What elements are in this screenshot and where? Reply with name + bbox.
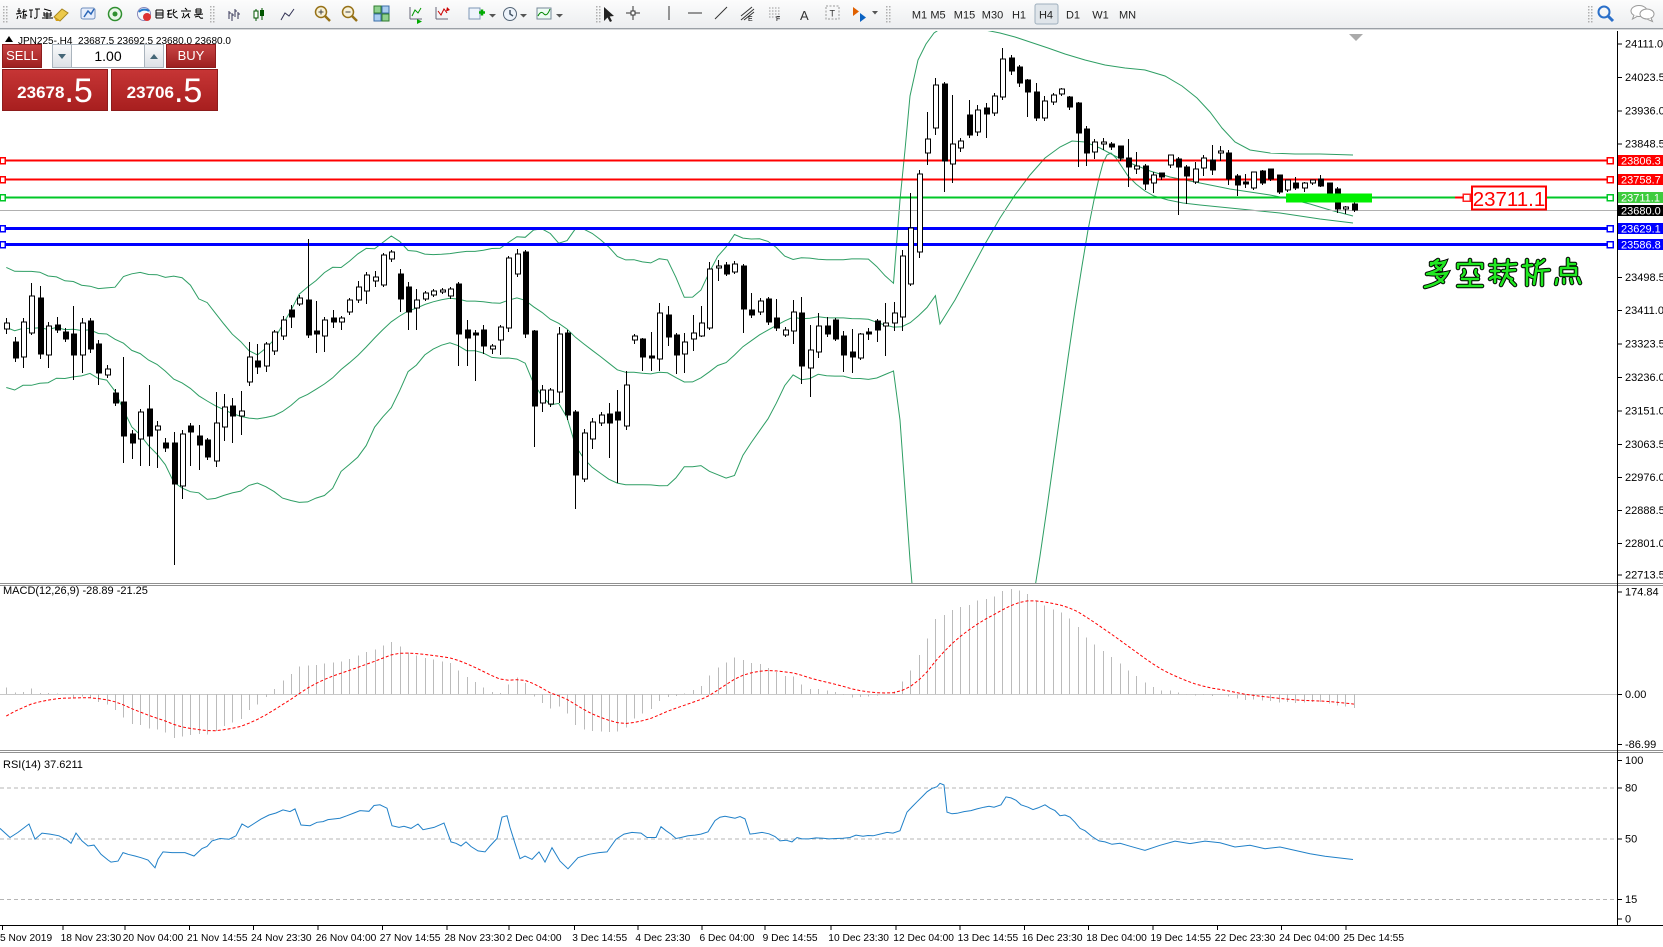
svg-text:H1: H1: [1012, 10, 1026, 22]
svg-text:9 Dec 14:55: 9 Dec 14:55: [763, 933, 818, 944]
svg-text:A: A: [800, 8, 809, 23]
svg-text:28 Nov 23:30: 28 Nov 23:30: [444, 933, 505, 944]
svg-text:22 Dec 23:30: 22 Dec 23:30: [1215, 933, 1276, 944]
svg-text:26 Nov 04:00: 26 Nov 04:00: [316, 933, 377, 944]
svg-text:22976.0: 22976.0: [1625, 472, 1663, 484]
svg-text:23758.7: 23758.7: [1621, 175, 1661, 187]
svg-text:27 Nov 14:55: 27 Nov 14:55: [380, 933, 441, 944]
svg-text:80: 80: [1625, 783, 1637, 795]
svg-text:18 Dec 04:00: 18 Dec 04:00: [1086, 933, 1147, 944]
svg-text:H4: H4: [1039, 10, 1053, 22]
svg-text:10 Dec 23:30: 10 Dec 23:30: [828, 933, 889, 944]
svg-text:24 Nov 23:30: 24 Nov 23:30: [251, 933, 312, 944]
svg-text:23323.5: 23323.5: [1625, 338, 1663, 350]
svg-text:18 Nov 23:30: 18 Nov 23:30: [61, 933, 122, 944]
svg-text:23063.5: 23063.5: [1625, 439, 1663, 451]
svg-text:50: 50: [1625, 834, 1637, 846]
svg-text:23680.0: 23680.0: [1621, 206, 1661, 218]
svg-text:M15: M15: [954, 10, 975, 22]
svg-text:23151.0: 23151.0: [1625, 406, 1663, 418]
svg-text:JPN225-,H4 23687.5 23692.5 23: JPN225-,H4 23687.5 23692.5 23680.0 23680…: [18, 36, 231, 47]
svg-text:M5: M5: [930, 10, 945, 22]
svg-text:M30: M30: [982, 10, 1003, 22]
svg-text:W1: W1: [1092, 10, 1109, 22]
svg-text:0.00: 0.00: [1625, 689, 1646, 701]
svg-text:100: 100: [1625, 755, 1643, 767]
svg-text:-86.99: -86.99: [1625, 739, 1656, 751]
svg-text:23936.0: 23936.0: [1625, 105, 1663, 117]
svg-text:T: T: [830, 9, 836, 19]
svg-text:12 Dec 04:00: 12 Dec 04:00: [893, 933, 954, 944]
svg-text:16 Dec 23:30: 16 Dec 23:30: [1022, 933, 1083, 944]
svg-text:23806.3: 23806.3: [1621, 156, 1661, 168]
svg-text:MN: MN: [1119, 10, 1136, 22]
svg-text:22888.5: 22888.5: [1625, 505, 1663, 517]
svg-text:23411.0: 23411.0: [1625, 305, 1663, 317]
svg-text:M1: M1: [912, 10, 927, 22]
svg-text:F: F: [776, 16, 780, 23]
svg-text:23236.0: 23236.0: [1625, 372, 1663, 384]
svg-text:19 Dec 14:55: 19 Dec 14:55: [1151, 933, 1212, 944]
svg-text:21 Nov 14:55: 21 Nov 14:55: [187, 933, 248, 944]
svg-text:25 Dec 14:55: 25 Dec 14:55: [1343, 933, 1404, 944]
svg-text:4 Dec 23:30: 4 Dec 23:30: [635, 933, 690, 944]
svg-text:D1: D1: [1066, 10, 1080, 22]
svg-text:174.84: 174.84: [1625, 587, 1659, 599]
svg-text:23848.5: 23848.5: [1625, 139, 1663, 151]
svg-text:E: E: [748, 16, 753, 23]
svg-text:23498.5: 23498.5: [1625, 272, 1663, 284]
svg-text:5 Nov 2019: 5 Nov 2019: [0, 933, 52, 944]
svg-text:22713.5: 22713.5: [1625, 570, 1663, 582]
svg-text:13 Dec 14:55: 13 Dec 14:55: [958, 933, 1019, 944]
svg-text:6 Dec 04:00: 6 Dec 04:00: [700, 933, 755, 944]
svg-text:20 Nov 04:00: 20 Nov 04:00: [123, 933, 184, 944]
svg-text:24111.0: 24111.0: [1625, 39, 1663, 51]
svg-text:3 Dec 14:55: 3 Dec 14:55: [572, 933, 627, 944]
svg-text:23586.8: 23586.8: [1621, 240, 1661, 252]
svg-text:15: 15: [1625, 894, 1637, 906]
svg-text:RSI(14) 37.6211: RSI(14) 37.6211: [3, 759, 83, 771]
svg-text:22801.0: 22801.0: [1625, 538, 1663, 550]
svg-text:MACD(12,26,9) -28.89 -21.25: MACD(12,26,9) -28.89 -21.25: [3, 585, 148, 597]
svg-text:23629.1: 23629.1: [1621, 224, 1661, 236]
svg-text:24023.5: 24023.5: [1625, 72, 1663, 84]
svg-text:24 Dec 04:00: 24 Dec 04:00: [1279, 933, 1340, 944]
svg-text:0: 0: [1625, 914, 1631, 926]
svg-text:23711.1: 23711.1: [1473, 188, 1546, 211]
svg-text:2 Dec 04:00: 2 Dec 04:00: [507, 933, 562, 944]
svg-text:23711.1: 23711.1: [1621, 193, 1660, 205]
